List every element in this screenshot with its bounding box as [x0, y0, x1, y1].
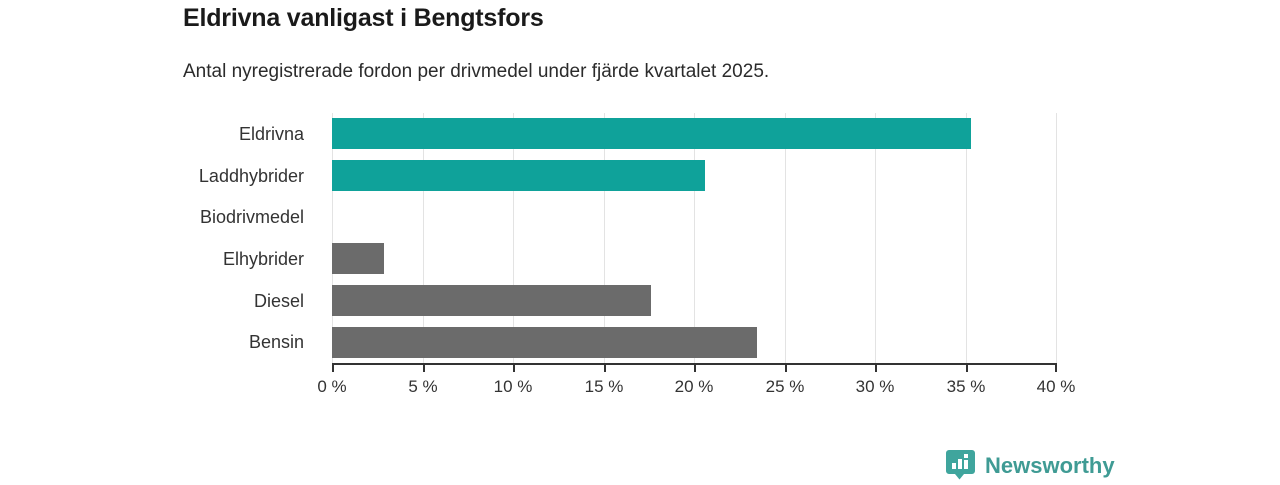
tick-mark-25-pct	[785, 363, 787, 372]
tick-mark-5-pct	[423, 363, 425, 372]
tick-label-35-pct: 35 %	[946, 377, 986, 396]
tick-mark-35-pct	[966, 363, 968, 372]
gridline-35-pct	[966, 113, 967, 363]
chart-subtitle: Antal nyregistrerade fordon per drivmede…	[183, 61, 770, 82]
chart-title: Eldrivna vanligast i Bengtsfors	[183, 4, 544, 32]
tick-mark-40-pct	[1055, 363, 1057, 372]
gridline-25-pct	[785, 113, 786, 363]
category-label-biodrivmedel: Biodrivmedel	[199, 207, 304, 227]
gridline-5-pct	[423, 113, 424, 363]
tick-label-25-pct: 25 %	[765, 377, 805, 396]
tick-label-15-pct: 15 %	[584, 377, 624, 396]
tick-label-5-pct: 5 %	[408, 377, 438, 396]
gridline-40-pct	[1056, 113, 1057, 363]
bar-bensin[interactable]	[332, 327, 757, 358]
category-axis-labels: Eldrivna Laddhybrider Biodrivmedel Elhybrid…	[0, 113, 318, 363]
gridline-0-pct	[332, 113, 333, 363]
bar-laddhybrider[interactable]	[332, 160, 705, 191]
category-label-diesel: Diesel	[253, 291, 304, 311]
tick-mark-15-pct	[604, 363, 606, 372]
tick-mark-30-pct	[875, 363, 877, 372]
bar-elhybrider[interactable]	[332, 243, 384, 274]
gridline-20-pct	[694, 113, 695, 363]
tick-mark-0-pct	[332, 363, 334, 372]
tick-label-20-pct: 20 %	[674, 377, 714, 396]
tick-label-0-pct: 0 %	[317, 377, 347, 396]
plot-area	[332, 113, 1057, 363]
gridline-15-pct	[604, 113, 605, 363]
newsworthy-logo-icon	[944, 447, 977, 485]
gridline-30-pct	[875, 113, 876, 363]
x-axis: 0 % 5 % 10 % 15 % 20 % 25 % 30 % 35 % 40 %	[317, 363, 1075, 403]
newsworthy-logo[interactable]: Newsworthy	[944, 447, 1115, 485]
newsworthy-logo-text: Newsworthy	[985, 453, 1115, 478]
gridline-10-pct	[513, 113, 514, 363]
bar-diesel[interactable]	[332, 285, 651, 316]
bar-eldrivna[interactable]	[332, 118, 971, 149]
tick-label-30-pct: 30 %	[855, 377, 895, 396]
tick-label-10-pct: 10 %	[493, 377, 533, 396]
tick-mark-20-pct	[694, 363, 696, 372]
category-label-elhybrider: Elhybrider	[222, 249, 304, 269]
tick-label-40-pct: 40 %	[1036, 377, 1076, 396]
category-label-eldrivna: Eldrivna	[238, 124, 304, 144]
category-label-laddhybrider: Laddhybrider	[198, 166, 304, 186]
category-label-bensin: Bensin	[248, 332, 304, 352]
tick-mark-10-pct	[513, 363, 515, 372]
